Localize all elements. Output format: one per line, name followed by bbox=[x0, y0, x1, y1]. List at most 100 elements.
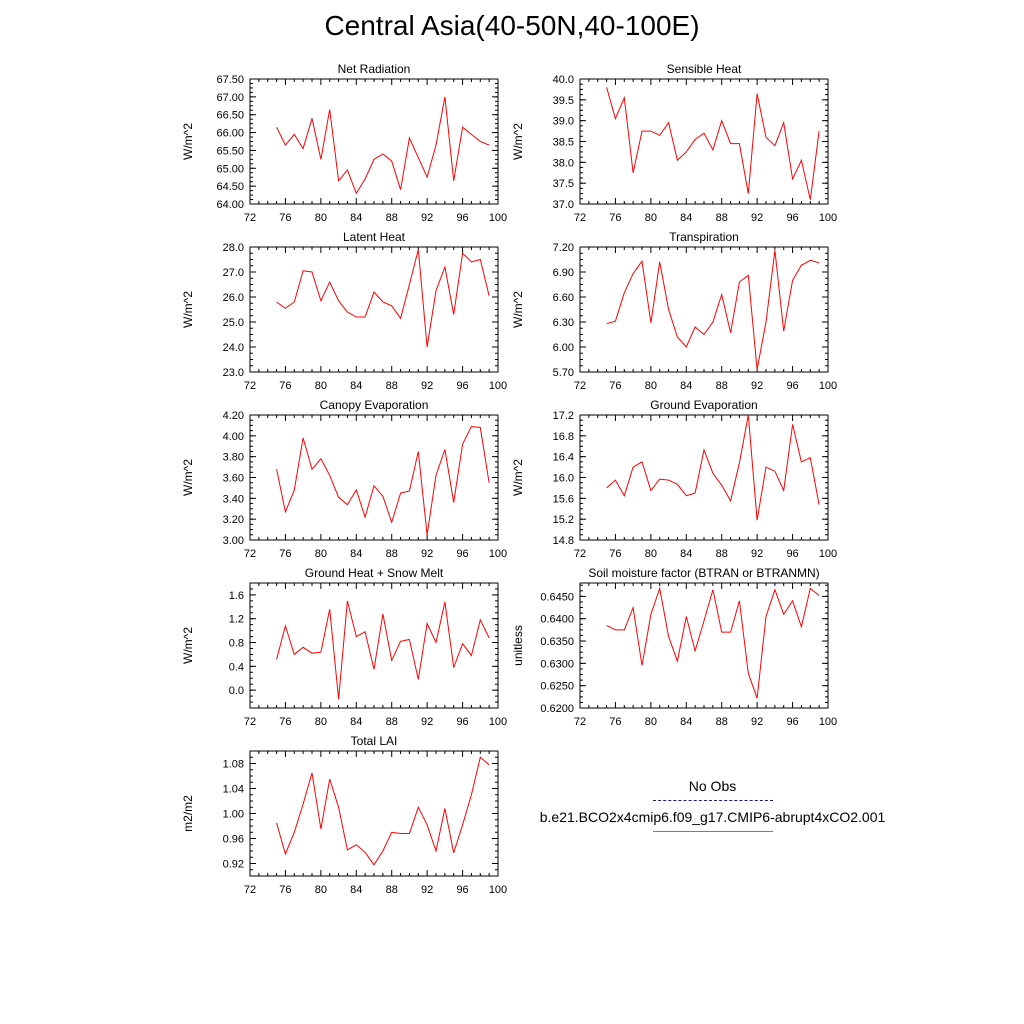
x-tick-label: 88 bbox=[716, 716, 728, 728]
x-tick-label: 88 bbox=[386, 716, 398, 728]
y-tick-label: 65.00 bbox=[216, 163, 244, 175]
y-tick-label: 4.00 bbox=[223, 431, 244, 443]
x-tick-label: 96 bbox=[786, 548, 798, 560]
y-axis-label: unitless bbox=[511, 625, 525, 666]
y-tick-label: 39.5 bbox=[553, 95, 574, 107]
x-tick-label: 100 bbox=[489, 212, 507, 224]
x-tick-label: 96 bbox=[456, 548, 468, 560]
y-tick-label: 0.4 bbox=[229, 661, 244, 673]
x-tick-label: 92 bbox=[421, 380, 433, 392]
x-tick-label: 76 bbox=[279, 212, 291, 224]
x-tick-label: 84 bbox=[350, 716, 362, 728]
y-tick-label: 6.00 bbox=[553, 342, 574, 354]
panel-8: Soil moisture factor (BTRAN or BTRANMN) 7… bbox=[511, 566, 837, 728]
plot-frame bbox=[249, 582, 499, 709]
series-line bbox=[276, 425, 490, 535]
x-tick-label: 80 bbox=[315, 716, 327, 728]
panel-5: Canopy Evaporation 72 76 80 84 88 92 96 100 3.00 3… bbox=[181, 398, 507, 560]
legend-obs-swatch bbox=[652, 800, 773, 801]
panel-title: Net Radiation bbox=[338, 62, 411, 76]
x-tick-label: 96 bbox=[786, 716, 798, 728]
y-tick-label: 3.00 bbox=[223, 535, 244, 547]
legend-model-label: b.e21.BCO2x4cmip6.f09_g17.CMIP6-abrupt4x… bbox=[539, 809, 886, 825]
y-tick-label: 1.6 bbox=[229, 590, 244, 602]
y-tick-label: 6.30 bbox=[553, 317, 574, 329]
y-tick-label: 38.5 bbox=[553, 137, 574, 149]
y-tick-label: 39.0 bbox=[553, 116, 574, 128]
x-tick-label: 88 bbox=[716, 212, 728, 224]
y-tick-label: 65.50 bbox=[216, 145, 244, 157]
x-tick-label: 88 bbox=[716, 548, 728, 560]
y-tick-label: 1.2 bbox=[229, 614, 244, 626]
y-tick-label: 1.00 bbox=[223, 809, 244, 821]
series-line bbox=[606, 414, 820, 521]
y-tick-label: 16.0 bbox=[553, 473, 574, 485]
y-tick-label: 64.00 bbox=[216, 199, 244, 211]
x-tick-label: 76 bbox=[279, 548, 291, 560]
x-tick-label: 72 bbox=[244, 716, 256, 728]
y-axis-label: W/m^2 bbox=[181, 291, 195, 328]
x-tick-label: 84 bbox=[350, 212, 362, 224]
x-tick-label: 80 bbox=[315, 212, 327, 224]
y-tick-label: 0.0 bbox=[229, 685, 244, 697]
y-tick-label: 0.92 bbox=[223, 859, 244, 871]
y-tick-label: 67.00 bbox=[216, 92, 244, 104]
x-tick-label: 92 bbox=[421, 548, 433, 560]
x-tick-label: 80 bbox=[645, 548, 657, 560]
y-tick-label: 64.50 bbox=[216, 181, 244, 193]
x-tick-label: 72 bbox=[244, 212, 256, 224]
y-tick-label: 14.8 bbox=[553, 535, 574, 547]
legend: No Obs b.e21.BCO2x4cmip6.f09_g17.CMIP6-a… bbox=[530, 778, 895, 840]
x-tick-label: 76 bbox=[609, 380, 621, 392]
y-tick-label: 4.20 bbox=[223, 410, 244, 422]
panel-1: Net Radiation 72 76 80 84 88 92 96 100 64.00 64.50… bbox=[181, 62, 507, 224]
y-tick-label: 25.0 bbox=[223, 317, 244, 329]
x-tick-label: 88 bbox=[386, 212, 398, 224]
x-tick-label: 80 bbox=[315, 548, 327, 560]
x-tick-label: 80 bbox=[645, 716, 657, 728]
x-tick-label: 72 bbox=[574, 716, 586, 728]
x-tick-label: 76 bbox=[609, 716, 621, 728]
x-tick-label: 88 bbox=[716, 380, 728, 392]
x-tick-label: 80 bbox=[645, 380, 657, 392]
x-tick-label: 100 bbox=[489, 380, 507, 392]
y-tick-label: 0.6450 bbox=[540, 591, 574, 603]
y-tick-label: 17.2 bbox=[553, 410, 574, 422]
series-line bbox=[276, 96, 490, 195]
x-tick-label: 100 bbox=[489, 716, 507, 728]
plot-frame bbox=[579, 582, 829, 709]
y-tick-label: 16.4 bbox=[553, 452, 574, 464]
x-tick-label: 72 bbox=[574, 212, 586, 224]
y-tick-label: 28.0 bbox=[223, 242, 244, 254]
y-axis-label: W/m^2 bbox=[511, 123, 525, 160]
x-tick-label: 100 bbox=[489, 884, 507, 896]
x-tick-label: 72 bbox=[574, 380, 586, 392]
y-tick-label: 6.60 bbox=[553, 292, 574, 304]
y-axis-label: W/m^2 bbox=[181, 123, 195, 160]
y-tick-label: 3.20 bbox=[223, 514, 244, 526]
series-line bbox=[276, 249, 490, 348]
y-axis-label: W/m^2 bbox=[511, 459, 525, 496]
y-axis-label: m2/m2 bbox=[181, 795, 195, 832]
y-axis-label: W/m^2 bbox=[181, 459, 195, 496]
x-tick-label: 76 bbox=[279, 380, 291, 392]
y-tick-label: 0.6350 bbox=[540, 636, 574, 648]
x-tick-label: 84 bbox=[680, 212, 692, 224]
panel-title: Canopy Evaporation bbox=[320, 398, 429, 412]
x-tick-label: 96 bbox=[456, 380, 468, 392]
x-tick-label: 72 bbox=[574, 548, 586, 560]
panel-title: Sensible Heat bbox=[667, 62, 742, 76]
x-tick-label: 100 bbox=[489, 548, 507, 560]
panel-4: Transpiration 72 76 80 84 88 92 96 100 5.70 6.00 6.… bbox=[511, 230, 837, 392]
y-tick-label: 6.90 bbox=[553, 267, 574, 279]
x-tick-label: 92 bbox=[751, 716, 763, 728]
y-tick-label: 3.60 bbox=[223, 473, 244, 485]
y-tick-label: 24.0 bbox=[223, 342, 244, 354]
x-tick-label: 92 bbox=[751, 380, 763, 392]
panel-title: Total LAI bbox=[351, 734, 398, 748]
y-tick-label: 37.0 bbox=[553, 199, 574, 211]
y-tick-label: 40.0 bbox=[553, 74, 574, 86]
x-tick-label: 100 bbox=[819, 548, 837, 560]
x-tick-label: 84 bbox=[680, 716, 692, 728]
